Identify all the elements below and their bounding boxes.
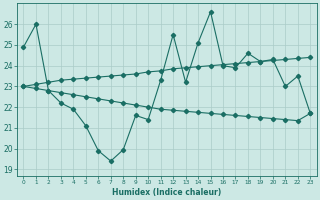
X-axis label: Humidex (Indice chaleur): Humidex (Indice chaleur) [112, 188, 221, 197]
